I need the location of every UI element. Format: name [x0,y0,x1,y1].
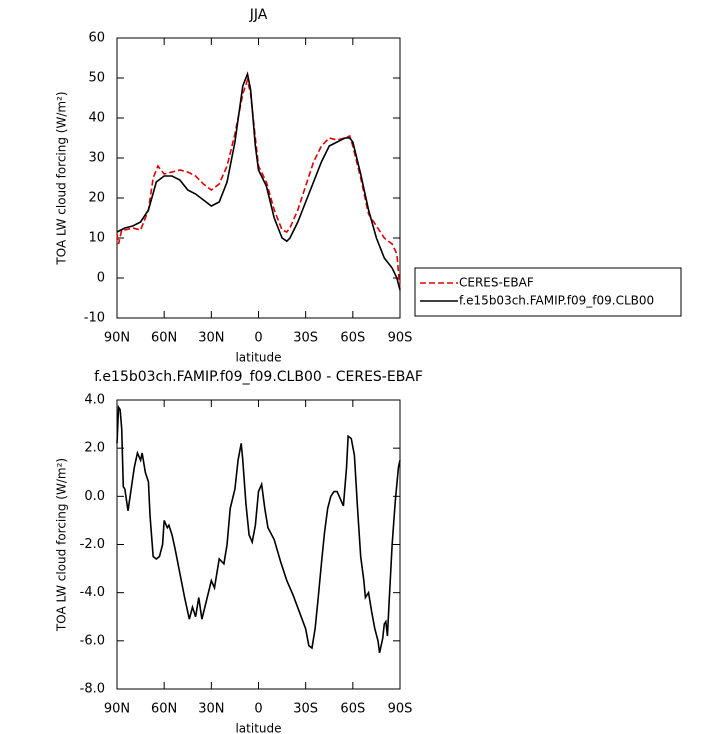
chart-title: f.e15b03ch.FAMIP.f09_f09.CLB00 - CERES-E… [94,369,423,385]
legend-box [414,267,682,317]
plot-frame [116,37,401,319]
y-tick-label: 50 [88,71,105,86]
x-tick-label: 60S [340,702,365,717]
y-tick-label: -10 [84,311,105,326]
x-tick-label: 60N [151,702,177,717]
data-line [116,77,401,291]
x-tick-label: 30S [293,702,318,717]
x-tick-label: 60N [151,331,177,346]
x-axis-label: latitude [235,722,281,734]
y-tick-label: 10 [88,231,105,246]
plot-frame [116,399,401,690]
legend-label: CERES-EBAF [459,276,534,290]
y-axis-label: TOA LW cloud forcing (W/m²) [55,458,69,632]
x-tick-label: 30N [198,331,224,346]
legend-label: f.e15b03ch.FAMIP.f09_f09.CLB00 [459,294,654,308]
y-tick-label: 4.0 [84,393,105,408]
x-tick-label: 60S [340,331,365,346]
x-tick-label: 90N [104,702,130,717]
x-tick-label: 90S [388,702,413,717]
y-tick-label: -8.0 [80,682,105,697]
y-axis-label: TOA LW cloud forcing (W/m²) [55,91,69,265]
x-axis-label: latitude [235,351,281,365]
y-tick-label: -4.0 [80,585,105,600]
y-tick-label: -6.0 [80,633,105,648]
y-tick-label: 2.0 [84,441,105,456]
chart-title: JJA [249,7,268,23]
x-tick-label: 90S [388,331,413,346]
y-tick-label: 60 [88,31,105,46]
data-line [116,404,401,654]
data-line [116,71,401,291]
y-tick-label: -2.0 [80,537,105,552]
x-tick-label: 0 [254,331,262,346]
y-tick-label: 20 [88,191,105,206]
x-tick-label: 30N [198,702,224,717]
y-tick-label: 30 [88,151,105,166]
y-tick-label: 0 [97,271,105,286]
x-tick-label: 30S [293,331,318,346]
x-tick-label: 90N [104,331,130,346]
y-tick-label: 0.0 [84,489,105,504]
x-tick-label: 0 [254,702,262,717]
y-tick-label: 40 [88,111,105,126]
